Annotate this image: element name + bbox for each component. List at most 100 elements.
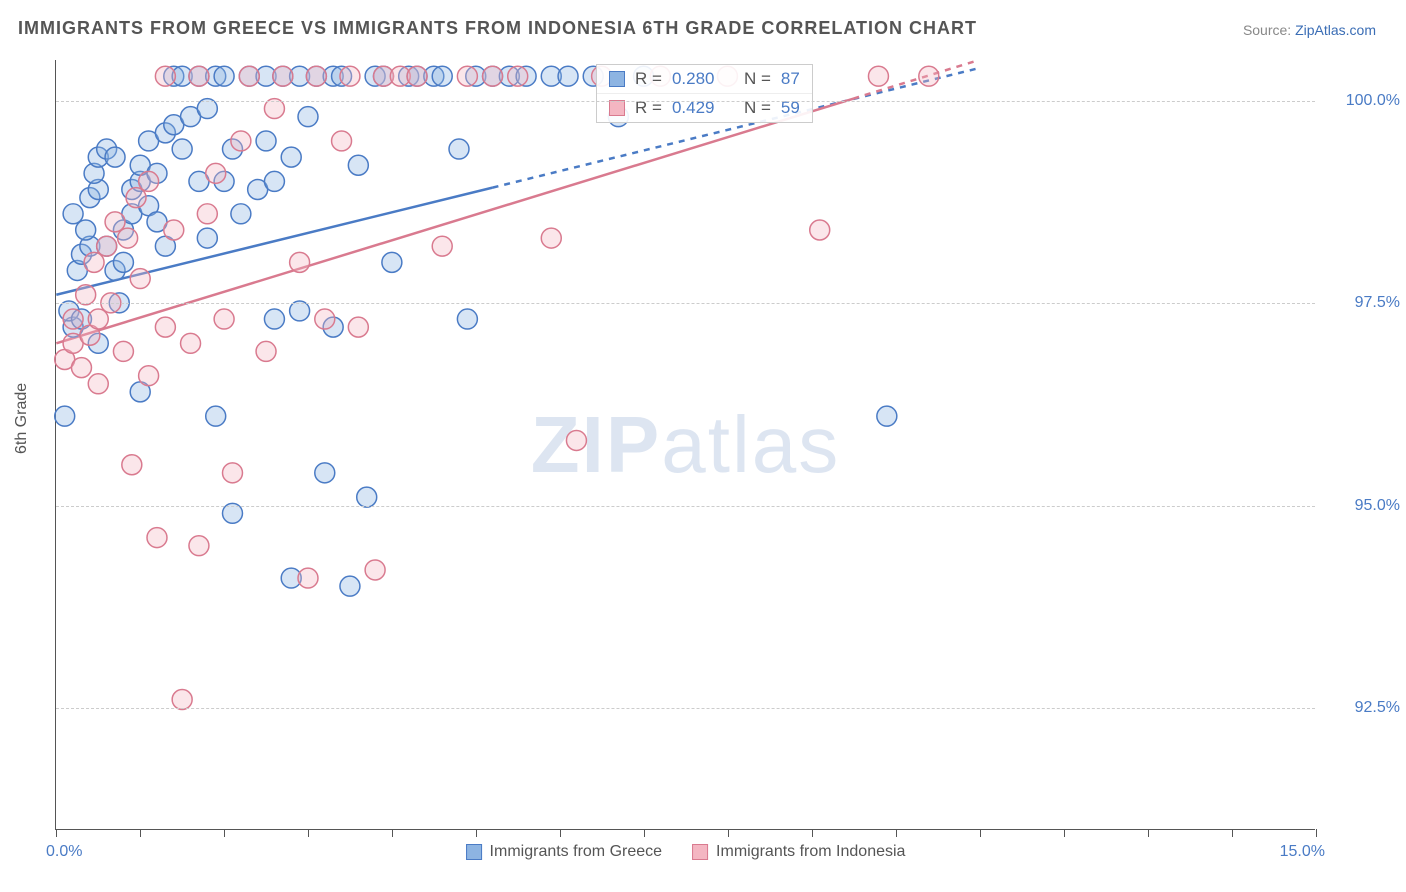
scatter-point-greece <box>113 252 133 272</box>
scatter-point-indonesia <box>172 689 192 709</box>
scatter-point-indonesia <box>315 309 335 329</box>
scatter-point-indonesia <box>97 236 117 256</box>
gridline-h <box>56 506 1315 507</box>
legend-label-indonesia: Immigrants from Indonesia <box>716 843 905 861</box>
scatter-point-greece <box>197 99 217 119</box>
x-tick <box>644 829 645 837</box>
scatter-point-indonesia <box>71 358 91 378</box>
scatter-point-indonesia <box>126 188 146 208</box>
x-tick <box>308 829 309 837</box>
scatter-point-indonesia <box>139 366 159 386</box>
legend-swatch-indonesia <box>692 844 708 860</box>
scatter-point-indonesia <box>155 66 175 86</box>
scatter-point-indonesia <box>189 536 209 556</box>
scatter-point-greece <box>315 463 335 483</box>
scatter-point-indonesia <box>214 309 234 329</box>
scatter-point-greece <box>63 204 83 224</box>
x-label-min: 0.0% <box>46 843 82 861</box>
scatter-point-greece <box>172 139 192 159</box>
scatter-point-indonesia <box>239 66 259 86</box>
scatter-point-indonesia <box>118 228 138 248</box>
scatter-point-greece <box>457 309 477 329</box>
stat-N-greece: 87 <box>781 69 800 89</box>
scatter-point-indonesia <box>105 212 125 232</box>
legend-item-greece: Immigrants from Greece <box>466 843 662 861</box>
x-tick <box>392 829 393 837</box>
gridline-h <box>56 708 1315 709</box>
legend-label-greece: Immigrants from Greece <box>490 843 662 861</box>
scatter-point-greece <box>76 220 96 240</box>
stat-R-greece: 0.280 <box>672 69 715 89</box>
stats-row-indonesia: R = 0.429 N = 59 <box>597 94 812 122</box>
x-tick <box>476 829 477 837</box>
x-tick <box>140 829 141 837</box>
scatter-point-indonesia <box>122 455 142 475</box>
scatter-point-greece <box>231 204 251 224</box>
scatter-point-indonesia <box>130 269 150 289</box>
scatter-point-indonesia <box>332 131 352 151</box>
scatter-point-greece <box>197 228 217 248</box>
scatter-point-indonesia <box>231 131 251 151</box>
scatter-point-indonesia <box>147 528 167 548</box>
scatter-point-greece <box>105 147 125 167</box>
chart-title: IMMIGRANTS FROM GREECE VS IMMIGRANTS FRO… <box>18 18 977 39</box>
scatter-point-indonesia <box>223 463 243 483</box>
stat-N-label: N = <box>744 69 771 89</box>
scatter-point-indonesia <box>508 66 528 86</box>
scatter-point-indonesia <box>264 99 284 119</box>
scatter-point-greece <box>214 66 234 86</box>
scatter-point-indonesia <box>290 252 310 272</box>
scatter-point-indonesia <box>164 220 184 240</box>
scatter-point-indonesia <box>155 317 175 337</box>
x-tick <box>980 829 981 837</box>
scatter-point-indonesia <box>306 66 326 86</box>
scatter-point-indonesia <box>88 309 108 329</box>
stat-R-label: R = <box>635 69 662 89</box>
scatter-point-indonesia <box>197 204 217 224</box>
y-tick-label: 95.0% <box>1325 497 1400 515</box>
x-tick <box>896 829 897 837</box>
source-prefix: Source: <box>1243 22 1295 38</box>
scatter-point-indonesia <box>113 341 133 361</box>
scatter-point-indonesia <box>407 66 427 86</box>
source-link[interactable]: ZipAtlas.com <box>1295 22 1376 38</box>
x-tick <box>728 829 729 837</box>
x-tick <box>1148 829 1149 837</box>
x-tick <box>1232 829 1233 837</box>
scatter-point-indonesia <box>919 66 939 86</box>
scatter-point-greece <box>340 576 360 596</box>
y-tick-label: 97.5% <box>1325 294 1400 312</box>
scatter-point-greece <box>264 171 284 191</box>
gridline-h <box>56 101 1315 102</box>
x-tick <box>56 829 57 837</box>
scatter-point-indonesia <box>256 341 276 361</box>
scatter-point-indonesia <box>457 66 477 86</box>
x-tick <box>224 829 225 837</box>
x-tick <box>812 829 813 837</box>
scatter-point-indonesia <box>273 66 293 86</box>
plot-area: ZIPatlas R = 0.280 N = 87 R = 0.429 N = … <box>55 60 1315 830</box>
scatter-point-greece <box>449 139 469 159</box>
scatter-point-indonesia <box>566 430 586 450</box>
scatter-point-greece <box>382 252 402 272</box>
gridline-h <box>56 303 1315 304</box>
scatter-point-indonesia <box>365 560 385 580</box>
scatter-point-indonesia <box>432 236 452 256</box>
scatter-point-greece <box>348 155 368 175</box>
source-attribution: Source: ZipAtlas.com <box>1243 22 1376 38</box>
scatter-point-indonesia <box>541 228 561 248</box>
scatter-point-greece <box>256 131 276 151</box>
scatter-point-greece <box>357 487 377 507</box>
scatter-point-greece <box>206 406 226 426</box>
scatter-point-indonesia <box>483 66 503 86</box>
legend-item-indonesia: Immigrants from Indonesia <box>692 843 905 861</box>
scatter-point-indonesia <box>298 568 318 588</box>
y-axis-title: 6th Grade <box>13 383 31 454</box>
scatter-points-layer <box>56 60 1315 829</box>
x-tick <box>1064 829 1065 837</box>
scatter-point-indonesia <box>181 333 201 353</box>
legend-swatch-greece <box>466 844 482 860</box>
scatter-point-indonesia <box>868 66 888 86</box>
chart-container: IMMIGRANTS FROM GREECE VS IMMIGRANTS FRO… <box>0 0 1406 892</box>
scatter-point-greece <box>558 66 578 86</box>
